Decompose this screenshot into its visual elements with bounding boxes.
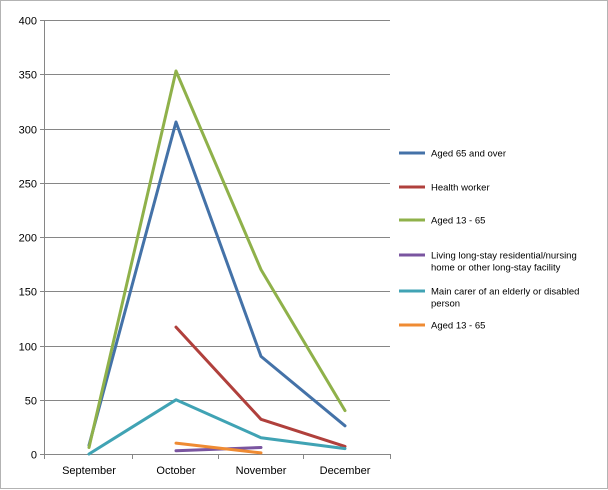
- legend: Aged 65 and over Health worker Aged 13 - 6…: [399, 149, 579, 332]
- series-lines: [87, 69, 347, 456]
- y-tick-label: 250: [19, 179, 37, 191]
- legend-label: Aged 13 - 65: [431, 216, 485, 227]
- x-tick-label: December: [320, 465, 371, 477]
- y-tick-label: 150: [19, 287, 37, 299]
- series-line: [174, 325, 347, 448]
- legend-label: person: [431, 299, 460, 310]
- x-tick-label: November: [236, 465, 287, 477]
- gridlines: [44, 20, 390, 401]
- legend-label: Health worker: [431, 183, 490, 194]
- series-line: [87, 398, 347, 456]
- series-line: [87, 69, 347, 449]
- y-axis-ticks: 0 50 100 150 200 250 300 350 400: [19, 16, 44, 462]
- legend-label: Aged 13 - 65: [431, 321, 485, 332]
- series-line: [87, 120, 347, 447]
- y-tick-label: 0: [31, 450, 37, 462]
- legend-label: Aged 65 and over: [431, 149, 506, 160]
- y-tick-label: 200: [19, 233, 37, 245]
- y-tick-label: 50: [25, 396, 37, 408]
- y-tick-label: 100: [19, 342, 37, 354]
- y-tick-label: 400: [19, 16, 37, 28]
- legend-label: home or other long-stay facility: [431, 263, 561, 274]
- series-line: [174, 441, 263, 455]
- y-tick-label: 300: [19, 125, 37, 137]
- legend-label: Living long-stay residential/nursing: [431, 251, 577, 262]
- legend-label: Main carer of an elderly or disabled: [431, 287, 579, 298]
- x-tick-label: September: [62, 465, 116, 477]
- axes: [44, 20, 390, 455]
- y-tick-label: 350: [19, 70, 37, 82]
- x-tick-label: October: [156, 465, 195, 477]
- x-axis-ticks: September October November December: [44, 454, 391, 477]
